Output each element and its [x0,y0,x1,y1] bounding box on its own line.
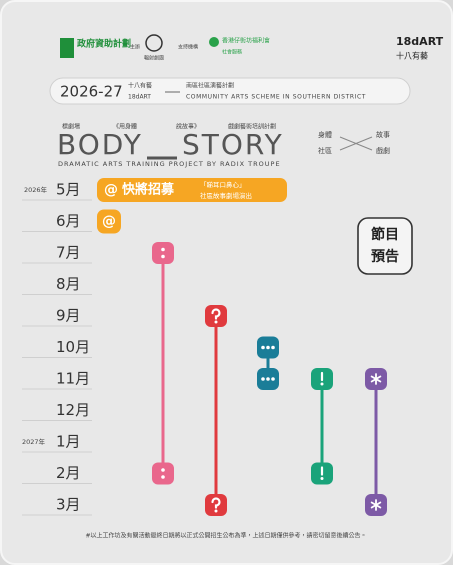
title-programme: 戲劇藝術培訓計劃 [228,123,276,131]
icon-dot [266,377,270,381]
icon-stroke [211,497,221,509]
icon-dot [261,345,265,350]
year-label: 2027年 [22,437,46,446]
banner-scheme: 南區社區演藝計劃 [186,82,234,90]
brand-zh: 十八有藝 [396,51,428,61]
funding-logo: 政府資助計劃 [77,38,131,50]
month-label: 6月 [56,212,81,230]
organizer: 輻射劇團 [144,55,164,62]
banner-years: 2026-27 [60,83,123,101]
icon-dot [261,377,265,381]
icon-dot [271,345,275,350]
icon-dot [161,254,165,259]
highlight-icon: @ [104,182,118,198]
highlight-icon-box [97,209,121,234]
banner-scheme-en: COMMUNITY ARTS SCHEME IN SOUTHERN DISTRI… [186,94,366,101]
month-label: 7月 [56,244,81,262]
preview-text: 預告 [371,248,399,265]
highlight-sub: 社區故事劇場演出 [200,191,252,200]
year-label: 2026年 [24,185,48,194]
banner [49,77,411,105]
supporter-logo [209,37,219,47]
title-subtitle: DRAMATIC ARTS TRAINING PROJECT BY RADIX … [58,160,281,168]
icon-stroke [370,501,382,509]
month-label: 1月 [56,433,81,451]
icon-dot [271,377,275,381]
preview-text: 節目 [371,226,399,243]
icon-dot [161,475,165,479]
title-kicker: 標劇場 [62,123,80,131]
highlight-show: 「睇耳口鼻心」 [200,180,246,189]
month-label: 2月 [56,464,81,482]
funding-logo-mark [60,38,74,58]
concept: 戲劇 [376,146,390,155]
concept: 身體 [318,130,332,139]
month-label: 3月 [56,496,81,514]
highlight-label: 快將招募 [121,182,175,198]
icon-dot [161,468,165,472]
icon-dot [214,320,218,324]
month-label: 10月 [56,338,90,356]
banner-brand-zh: 十八有藝 [128,82,152,90]
brand: 18dART [396,35,444,48]
concept: 故事 [376,130,390,139]
icon-dot [320,382,324,386]
concept: 社區 [318,146,332,155]
icon-dot [320,477,324,480]
icon-dot [214,509,218,513]
supporter-label: 支持機構 [178,44,198,51]
organizer-label: 主辦 [130,44,140,51]
highlight-box [97,178,287,202]
icon-dot [266,345,270,350]
icon-stroke [370,375,382,383]
month-label: 12月 [56,401,90,419]
icon-stroke [211,308,221,320]
title-quote-close: 說故事》 [176,123,200,131]
title-quote-open: 《用身體 [113,123,137,131]
month-label: 11月 [56,370,90,388]
preview-box [357,217,413,275]
icon-dot [161,247,165,252]
month-label: 8月 [56,275,81,293]
supporter-sub: 社會服務 [222,49,242,56]
highlight-icon: @ [102,214,116,230]
concept-line [339,136,373,151]
programme-icon [152,462,174,485]
title-word2: STORY [182,128,284,161]
title-word1: BODY [57,128,143,161]
month-label: 9月 [56,307,81,325]
organizer-logo [145,34,163,52]
banner-brand: 18dART [128,94,151,101]
month-label: 5月 [56,181,81,199]
footnote: #以上工作坊及有關活動最終日期將以正式公開招生公布為準，上述日期僅供參考，請密切… [85,532,366,540]
programme-icon [152,242,174,264]
supporter: 香港仔街坊福利會 [222,37,270,45]
